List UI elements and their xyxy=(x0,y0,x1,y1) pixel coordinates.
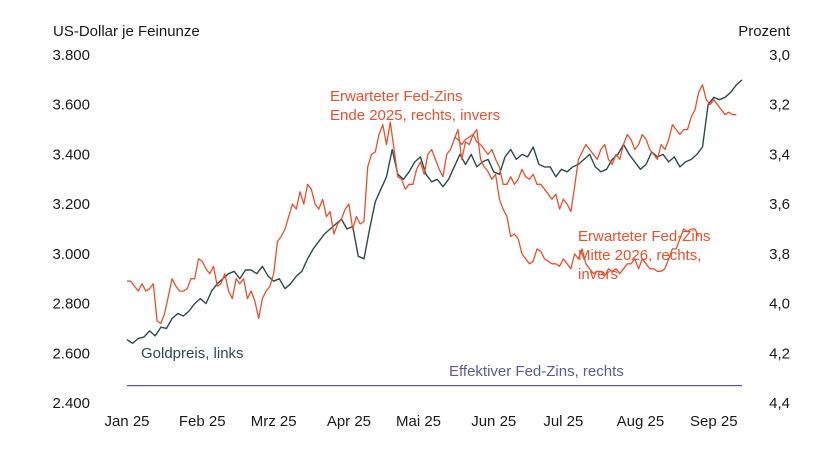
x-tick-label: Aug 25 xyxy=(617,413,665,430)
annotation-fed-mid-2026: Erwarteter Fed-Zins Mitte 2026, rechts, … xyxy=(578,228,715,283)
annotation-fed-mid-2026-line-3: invers xyxy=(578,266,618,283)
x-tick-label: Feb 25 xyxy=(179,413,226,430)
series-fed-end-2025 xyxy=(127,121,700,325)
right-tick-label: 4,2 xyxy=(769,345,790,362)
x-axis-ticks: Jan 25 Feb 25 Mrz 25 Apr 25 Mai 25 Jun 25 Jul … xyxy=(104,413,737,430)
right-tick-label: 4,0 xyxy=(769,296,790,313)
x-tick-label: Jul 25 xyxy=(543,413,583,430)
annotation-fed-end-2025-line-1: Erwarteter Fed-Zins xyxy=(330,88,463,105)
left-tick-label: 2.600 xyxy=(52,345,90,362)
right-axis-ticks: 3,0 3,2 3,4 3,6 3,8 4,0 4,2 4,4 xyxy=(769,47,790,412)
x-tick-label: Jan 25 xyxy=(104,413,149,430)
annotation-goldpreis: Goldpreis, links xyxy=(141,345,244,362)
left-tick-label: 3.600 xyxy=(52,97,90,114)
series-goldpreis xyxy=(126,79,743,344)
right-tick-label: 3,6 xyxy=(769,196,790,213)
annotation-fed-mid-2026-line-1: Erwarteter Fed-Zins xyxy=(578,228,711,245)
right-tick-label: 3,8 xyxy=(769,246,790,263)
right-axis-title: Prozent xyxy=(738,23,791,40)
annotation-effektiver-fed-zins: Effektiver Fed-Zins, rechts xyxy=(449,363,624,380)
annotation-fed-mid-2026-line-2: Mitte 2026, rechts, xyxy=(578,247,701,264)
left-tick-label: 3.800 xyxy=(52,47,90,64)
left-tick-label: 2.800 xyxy=(52,296,90,313)
x-tick-label: Mai 25 xyxy=(396,413,441,430)
right-tick-label: 3,0 xyxy=(769,47,790,64)
right-tick-label: 4,4 xyxy=(769,395,790,412)
left-axis-title: US-Dollar je Feinunze xyxy=(53,23,200,40)
left-tick-label: 2.400 xyxy=(52,395,90,412)
annotation-fed-end-2025-line-2: Ende 2025, rechts, invers xyxy=(330,107,500,124)
right-tick-label: 3,2 xyxy=(769,97,790,114)
x-tick-label: Sep 25 xyxy=(690,413,738,430)
series-fed-mid-2026 xyxy=(453,84,737,213)
left-tick-label: 3.400 xyxy=(52,146,90,163)
x-tick-label: Jun 25 xyxy=(471,413,516,430)
x-tick-label: Apr 25 xyxy=(327,413,371,430)
left-tick-label: 3.000 xyxy=(52,246,90,263)
left-tick-label: 3.200 xyxy=(52,196,90,213)
left-axis-ticks: 2.400 2.600 2.800 3.000 3.200 3.400 3.600 3.800 xyxy=(52,47,90,412)
annotation-fed-end-2025: Erwarteter Fed-Zins Ende 2025, rechts, i… xyxy=(330,88,500,124)
right-tick-label: 3,4 xyxy=(769,146,790,163)
series-layer xyxy=(126,79,743,387)
x-tick-label: Mrz 25 xyxy=(251,413,297,430)
